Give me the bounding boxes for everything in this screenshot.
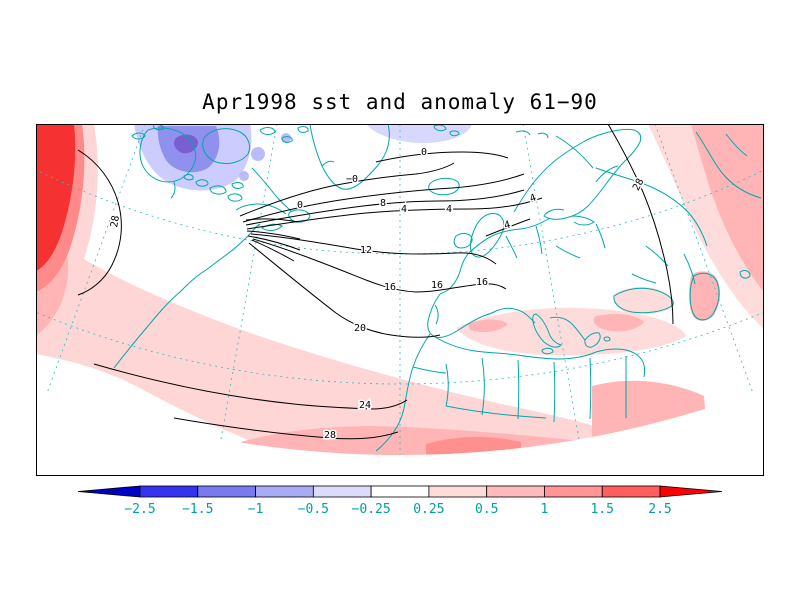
contour-label: 12	[360, 245, 372, 256]
colorbar-tick-label: 1.5	[590, 502, 613, 517]
contour-label: 4	[401, 204, 407, 215]
colorbar-group: −2.5 −1.5 −1 −0.5 −0.25 0.25 0.5 1 1.5 2.5	[77, 485, 723, 517]
colorbar-segment	[486, 485, 545, 498]
contour-label: 8	[380, 198, 386, 209]
contour-label: 20	[354, 323, 366, 334]
contour-label: 4	[503, 219, 512, 231]
colorbar-segment	[659, 485, 723, 498]
contour-label: 28	[631, 177, 646, 193]
contour-label: 16	[384, 282, 396, 293]
colorbar-segment	[601, 485, 661, 498]
map-canvas: −0 0 0 8 4 4 4 4 12 16 16 16 20 24 28 28 28	[0, 0, 800, 476]
colorbar-tick-label: 0.5	[475, 502, 498, 517]
colorbar-canvas: −2.5 −1.5 −1 −0.5 −0.25 0.25 0.5 1 1.5 2.5	[77, 485, 723, 517]
colorbar-tick-label: 2.5	[648, 502, 671, 517]
coastlines	[113, 123, 762, 452]
contour-label: 4	[446, 204, 452, 215]
contour-label: 24	[359, 400, 371, 411]
colorbar-tick-label: −1.5	[182, 502, 213, 517]
contour-label: 0	[421, 147, 427, 158]
colorbar-tick-label: −0.5	[298, 502, 329, 517]
colorbar-tick-label: −0.25	[352, 502, 391, 517]
colorbar-segment	[255, 485, 314, 498]
colorbar-segment	[312, 485, 372, 498]
sst-contours	[77, 123, 674, 440]
contour-label: 16	[476, 277, 488, 288]
colorbar-segment	[370, 485, 430, 498]
contour-label: 28	[324, 430, 336, 441]
contour-label: −0	[346, 174, 358, 185]
contour-label: 4	[528, 192, 537, 204]
plot-title: Apr1998 sst and anomaly 61−90	[202, 90, 598, 114]
colorbar-segment	[139, 485, 199, 498]
contour-label: 0	[297, 200, 303, 211]
map-frame	[36, 124, 764, 476]
colorbar-tick-label: −1	[248, 502, 264, 517]
colorbar-segment	[544, 485, 603, 498]
contour-label: 28	[109, 215, 122, 229]
colorbar-tick-label: −2.5	[124, 502, 155, 517]
colorbar-segment	[77, 485, 141, 498]
contour-label: 16	[431, 280, 443, 291]
colorbar-tick-label: 1	[541, 502, 549, 517]
contour-labels: −0 0 0 8 4 4 4 4 12 16 16 16 20 24 28 28 28	[108, 146, 648, 443]
anomaly-shading	[36, 124, 764, 455]
colorbar-segment	[197, 485, 256, 498]
map-panel: −0 0 0 8 4 4 4 4 12 16 16 16 20 24 28 28 28	[0, 0, 800, 476]
anomaly-colorbar: −2.5 −1.5 −1 −0.5 −0.25 0.25 0.5 1 1.5 2.5	[60, 480, 740, 524]
colorbar-tick-label: 0.25	[413, 502, 444, 517]
colorbar-segment	[428, 485, 488, 498]
